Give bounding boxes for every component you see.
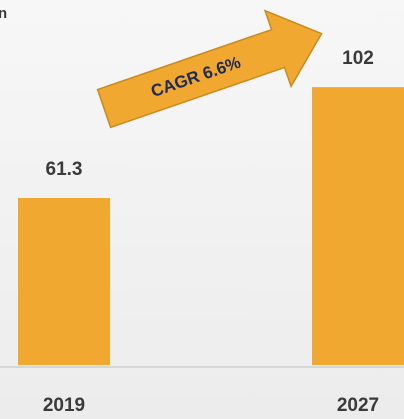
value-label: 61.3 (46, 159, 83, 180)
value-label: 102 (342, 48, 374, 69)
chart-title: n (0, 5, 7, 22)
x-tick-label: 2019 (43, 395, 85, 416)
x-tick-label: 2027 (337, 395, 379, 416)
bar (18, 198, 110, 365)
arrow-shape (96, 9, 323, 129)
bar (312, 87, 404, 365)
